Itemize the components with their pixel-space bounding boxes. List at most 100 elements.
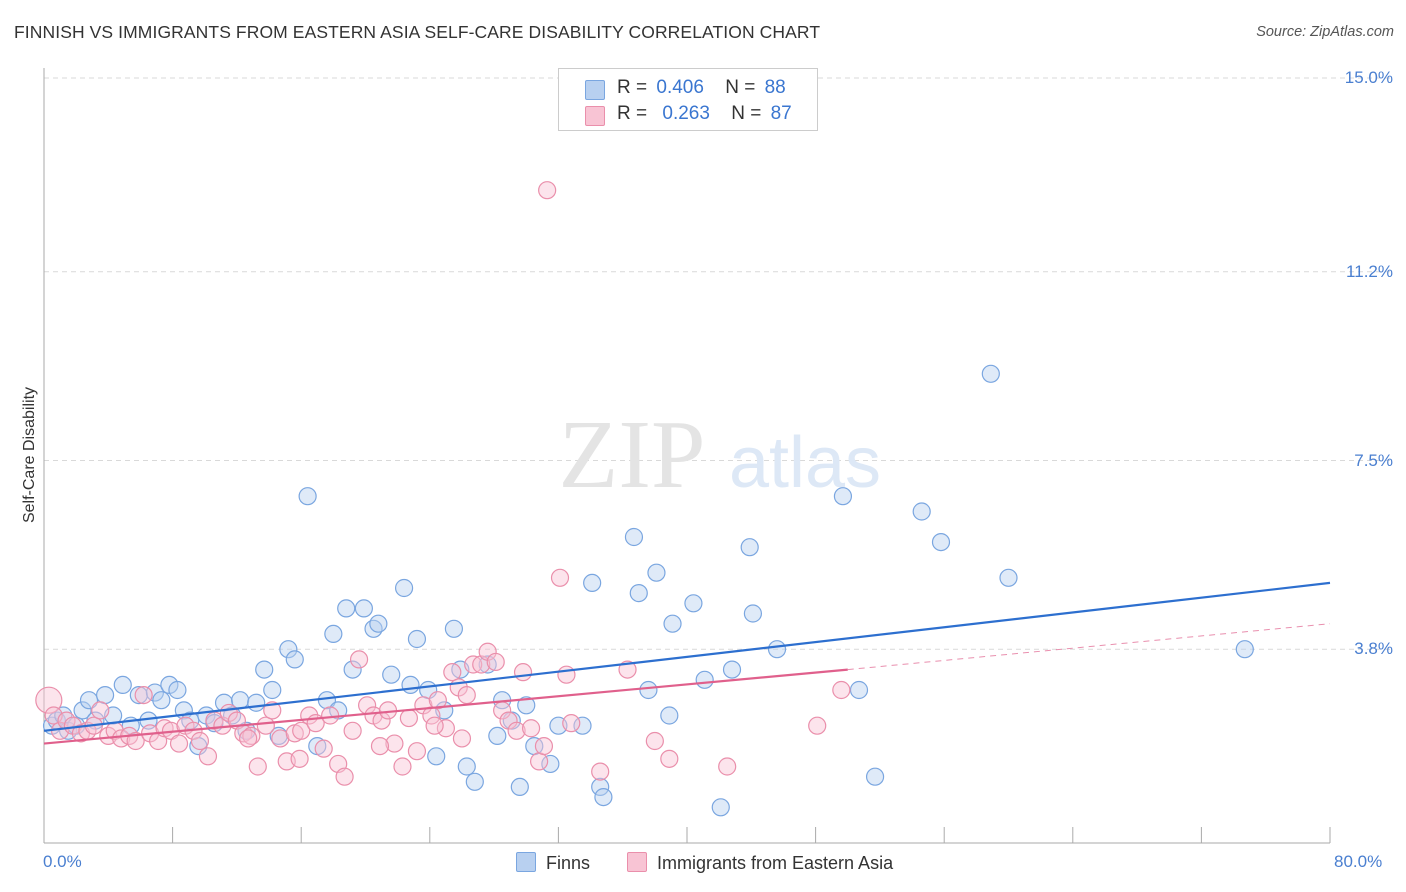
finns-point-42 — [369, 614, 388, 633]
immigrants-point-51 — [399, 708, 419, 728]
immigrants-point-69 — [550, 568, 570, 587]
immigrants-point-44 — [349, 650, 369, 669]
immigrants-trend-line — [43, 668, 848, 745]
finns-point-69 — [660, 706, 679, 725]
finns-point-84 — [999, 568, 1018, 587]
immigrants-point-85 — [239, 729, 258, 748]
immigrants-point-78 — [832, 680, 851, 700]
immigrants-point-72 — [591, 762, 610, 781]
immigrants-point-13 — [126, 731, 145, 751]
finns-point-33 — [298, 487, 317, 506]
finns-point-38 — [337, 599, 356, 618]
finns-trend-line — [43, 581, 1331, 732]
finns-point-53 — [465, 772, 484, 791]
finns-point-44 — [394, 578, 414, 598]
legend: R = 0.406 N = 88 R = 0.263 N = 87 — [558, 68, 818, 131]
finns-point-67 — [639, 680, 658, 700]
watermark-zip: ZIP — [559, 401, 706, 509]
watermark: ZIP atlas — [559, 401, 882, 509]
finns-point-48 — [427, 747, 446, 766]
legend-swatch-immigrants — [585, 106, 605, 126]
finns-point-28 — [255, 660, 274, 679]
finns-point-77 — [767, 640, 787, 659]
immigrants-point-76 — [718, 757, 737, 776]
immigrants-point-82 — [425, 716, 444, 735]
immigrants-point-56 — [436, 719, 455, 738]
finns-point-76 — [743, 604, 763, 623]
finns-point-6 — [79, 691, 99, 710]
y-tick-label-3: 15.0% — [1344, 68, 1393, 87]
finns-point-31 — [279, 640, 298, 659]
finns-point-39 — [343, 660, 362, 679]
finns-point-17 — [168, 680, 187, 700]
bottom-legend-finns: Finns — [516, 852, 590, 874]
x-tick-right: 80.0% — [1334, 852, 1383, 871]
immigrants-point-74 — [645, 731, 664, 751]
immigrants-point-68 — [530, 752, 549, 771]
finns-point-86 — [624, 527, 644, 547]
immigrants-point-33 — [271, 729, 290, 748]
finns-point-87 — [573, 716, 592, 735]
legend-text-finns: R = 0.406 N = 88 — [617, 77, 786, 98]
finns-point-36 — [324, 624, 343, 644]
finns-point-46 — [407, 629, 427, 649]
immigrants-point-22 — [190, 731, 210, 751]
finns-point-15 — [152, 691, 171, 710]
finns-point-65 — [594, 787, 613, 807]
y-tick-label-2: 11.2% — [1346, 261, 1393, 281]
chart-title: FINNISH VS IMMIGRANTS FROM EASTERN ASIA … — [14, 22, 821, 42]
immigrants-point-49 — [385, 734, 404, 753]
finns-point-79 — [849, 680, 869, 700]
immigrants-point-55 — [428, 691, 447, 710]
immigrants-point-59 — [457, 685, 476, 705]
finns-point-82 — [931, 532, 951, 552]
finns-point-43 — [382, 665, 401, 684]
finns-point-27 — [247, 693, 266, 712]
finns-points — [42, 364, 1254, 817]
finns-point-81 — [912, 502, 931, 521]
immigrants-point-39 — [314, 739, 333, 758]
grid-lines — [44, 77, 1392, 650]
finns-point-50 — [444, 619, 464, 638]
source-label: Source: ZipAtlas.com — [1256, 24, 1394, 40]
immigrants-point-29 — [242, 726, 261, 746]
immigrants-point-71 — [562, 714, 581, 733]
immigrants-point-80 — [534, 736, 554, 756]
finns-point-45 — [401, 675, 420, 695]
immigrants-point-57 — [443, 663, 462, 682]
finns-point-71 — [684, 594, 703, 613]
immigrants-point-8 — [91, 701, 110, 720]
finns-point-55 — [488, 726, 507, 746]
bottom-legend-swatch-immigrants — [627, 852, 647, 872]
immigrants-point-84 — [290, 749, 309, 768]
immigrants-point-63 — [486, 652, 505, 672]
immigrants-point-66 — [507, 721, 526, 740]
finns-point-83 — [981, 364, 1000, 383]
bottom-legend-immigrants: Immigrants from Eastern Asia — [627, 852, 893, 874]
immigrants-point-32 — [263, 701, 282, 720]
finns-point-75 — [740, 538, 759, 557]
finns-point-58 — [510, 777, 529, 797]
immigrants-point-81 — [452, 729, 472, 748]
immigrants-point-83 — [370, 736, 390, 756]
finns-point-59 — [517, 696, 536, 715]
finns-point-78 — [833, 487, 853, 506]
finns-point-41 — [364, 619, 383, 638]
finns-point-64 — [591, 777, 610, 797]
immigrants-point-50 — [393, 757, 412, 776]
finns-point-70 — [663, 614, 682, 633]
watermark-atlas: atlas — [729, 423, 881, 503]
finns-point-29 — [263, 680, 282, 700]
finns-point-80 — [865, 767, 885, 786]
immigrants-point-73 — [618, 660, 637, 679]
finns-point-85 — [1235, 640, 1254, 659]
finns-point-61 — [541, 754, 560, 774]
immigrants-point-70 — [557, 665, 576, 684]
immigrants-trend-extension — [847, 623, 1331, 671]
finns-point-52 — [457, 757, 476, 776]
finns-point-40 — [354, 599, 373, 618]
immigrants-point-19 — [169, 734, 189, 753]
bottom-legend-swatch-finns — [516, 852, 536, 872]
immigrants-point-23 — [198, 747, 218, 766]
finns-point-73 — [711, 798, 730, 817]
